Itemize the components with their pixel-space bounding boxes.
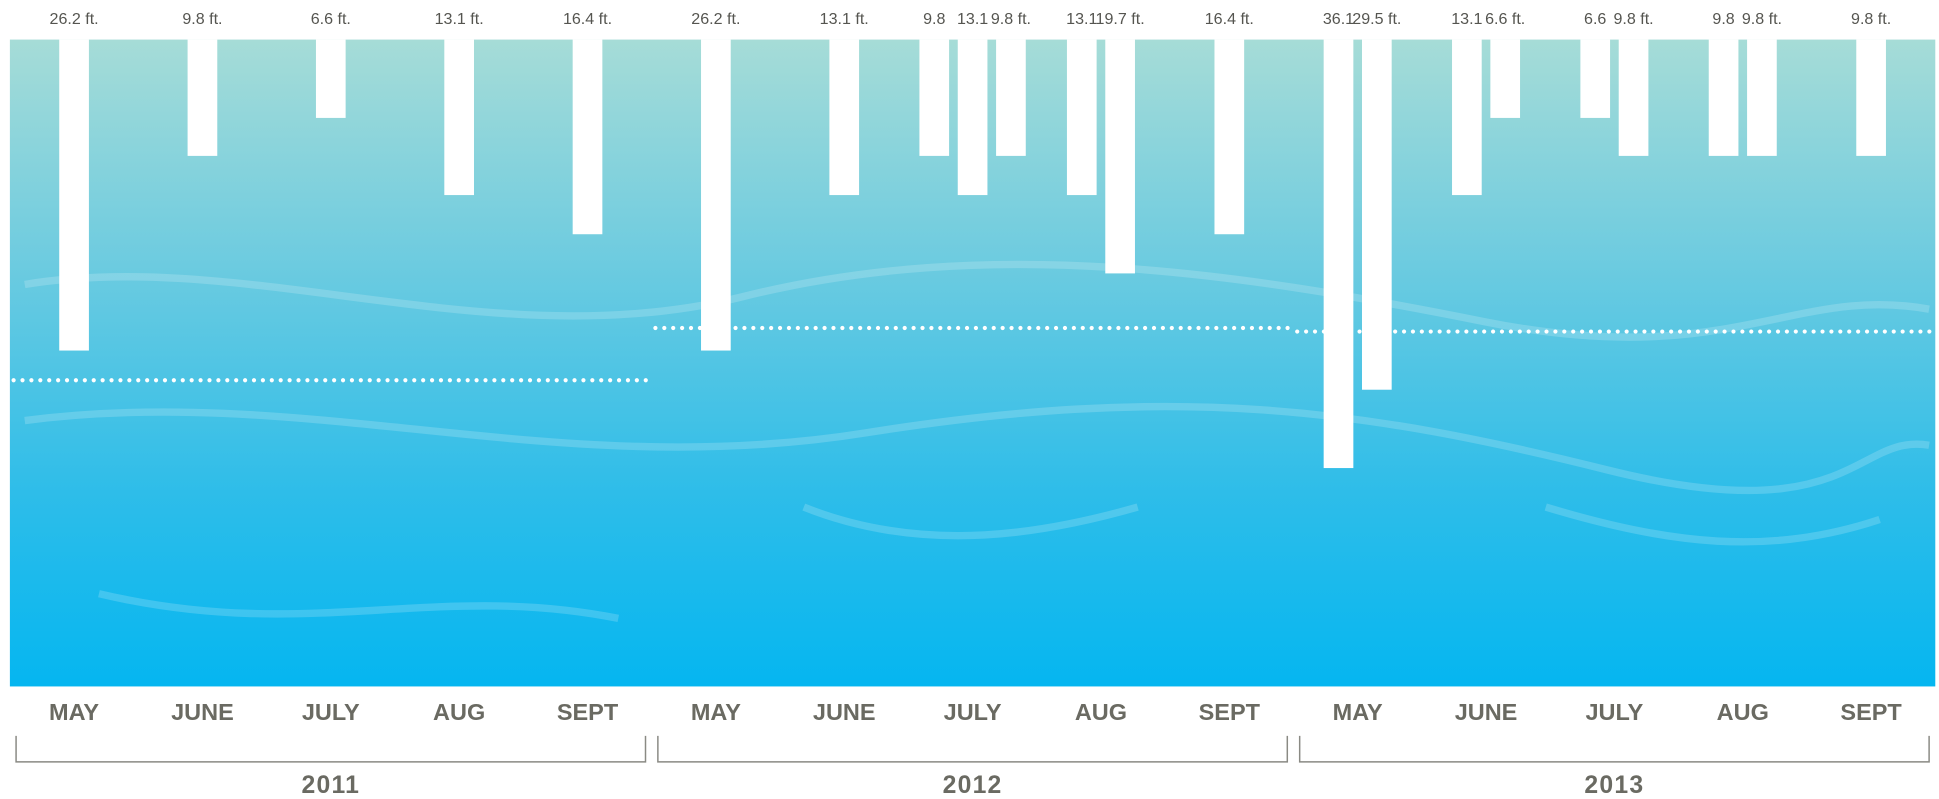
month-label: JULY [302, 699, 360, 725]
year-bracket [657, 735, 1289, 763]
month-label: JUNE [171, 699, 234, 725]
value-label: 9.8 [923, 10, 945, 28]
bar [829, 39, 860, 196]
value-label: 19.7 ft. [1096, 10, 1145, 28]
value-label: 6.6 ft. [1485, 10, 1525, 28]
bar [1490, 39, 1521, 118]
month-label: MAY [1333, 699, 1383, 725]
value-label: 36.1 [1323, 10, 1354, 28]
value-label: 9.8 ft. [182, 10, 222, 28]
water-ripples [24, 260, 1930, 623]
value-label: 6.6 ft. [311, 10, 351, 28]
month-label: AUG [1075, 699, 1127, 725]
bar [1452, 39, 1482, 196]
month-label: AUG [433, 699, 485, 725]
bar [1066, 39, 1097, 196]
month-label: SEPT [1199, 699, 1261, 725]
bar [1747, 39, 1777, 156]
month-label: JULY [944, 699, 1002, 725]
year-label: 2013 [1584, 772, 1644, 799]
month-label: JUNE [1455, 699, 1518, 725]
bar [1580, 39, 1611, 118]
value-label: 9.8 ft. [1742, 10, 1782, 28]
value-label: 29.5 ft. [1352, 10, 1401, 28]
value-label: 13.1 [1066, 10, 1097, 28]
value-label: 9.8 ft. [1613, 10, 1653, 28]
value-label: 16.4 ft. [563, 10, 612, 28]
year-label: 2012 [943, 772, 1003, 799]
bar [1708, 39, 1739, 156]
year-label: 2011 [302, 772, 361, 799]
bar [996, 39, 1026, 156]
bar [1105, 39, 1135, 274]
bar [1361, 39, 1392, 390]
bar [957, 39, 988, 196]
month-label: JULY [1585, 699, 1643, 725]
value-label: 6.6 [1584, 10, 1606, 28]
value-label: 13.1 [957, 10, 988, 28]
bar [1618, 39, 1649, 156]
bar [572, 39, 603, 235]
value-label: 9.8 ft. [991, 10, 1031, 28]
bar [1323, 39, 1354, 469]
bar [444, 39, 474, 196]
value-label: 9.8 [1712, 10, 1734, 28]
bar [1214, 39, 1245, 235]
month-label: MAY [691, 699, 741, 725]
value-label: 26.2 ft. [691, 10, 740, 28]
month-label: AUG [1717, 699, 1769, 725]
month-label: SEPT [1840, 699, 1902, 725]
bar [315, 39, 346, 118]
month-label: MAY [49, 699, 99, 725]
bar [59, 39, 89, 351]
month-label: SEPT [557, 699, 619, 725]
bar [1856, 39, 1886, 156]
bar [919, 39, 950, 156]
year-bracket [1298, 735, 1930, 763]
bar [187, 39, 218, 156]
year-bracket [15, 735, 647, 763]
value-label: 9.8 ft. [1851, 10, 1891, 28]
value-label: 26.2 ft. [50, 10, 99, 28]
value-label: 13.1 ft. [435, 10, 484, 28]
value-label: 13.1 ft. [820, 10, 869, 28]
bar [701, 39, 731, 351]
value-label: 13.1 [1451, 10, 1482, 28]
value-label: 16.4 ft. [1205, 10, 1254, 28]
month-label: JUNE [813, 699, 876, 725]
